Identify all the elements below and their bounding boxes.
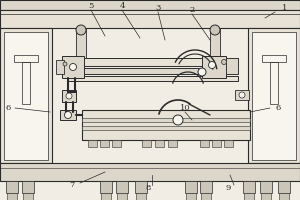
Circle shape (63, 62, 67, 66)
Bar (248, 28, 300, 163)
Bar (7, 193, 17, 200)
Bar (136, 193, 146, 200)
Circle shape (64, 112, 71, 118)
Bar (202, 56, 226, 78)
Bar (155, 140, 164, 147)
Text: 8: 8 (145, 184, 151, 192)
Bar (200, 140, 209, 147)
Circle shape (208, 62, 215, 68)
Circle shape (76, 25, 86, 35)
Bar (244, 193, 254, 200)
Bar (278, 181, 290, 193)
Bar (0, 0, 300, 10)
Text: 3: 3 (155, 4, 161, 12)
Circle shape (239, 92, 245, 98)
Bar (76, 28, 86, 58)
Bar (252, 32, 296, 160)
Bar (135, 181, 147, 193)
Bar (224, 140, 233, 147)
Circle shape (198, 68, 206, 76)
Text: 1: 1 (282, 4, 288, 12)
Bar (117, 193, 127, 200)
Bar (60, 110, 76, 120)
Text: 7: 7 (69, 181, 75, 189)
Bar (210, 28, 220, 58)
Bar (235, 90, 249, 100)
Bar (0, 10, 300, 28)
Bar (212, 140, 221, 147)
Bar (0, 163, 300, 181)
Text: 2: 2 (189, 6, 195, 14)
Bar (22, 62, 30, 104)
Text: 6: 6 (5, 104, 10, 112)
Bar (226, 58, 238, 74)
Bar (101, 193, 111, 200)
Bar (0, 28, 52, 163)
Bar (62, 56, 84, 78)
Bar (68, 68, 238, 74)
Bar (56, 60, 64, 74)
Text: 5: 5 (88, 2, 94, 10)
Bar (116, 181, 128, 193)
Circle shape (66, 93, 72, 99)
Bar (168, 140, 177, 147)
Bar (68, 76, 238, 81)
Bar (243, 181, 255, 193)
Bar (185, 181, 197, 193)
Bar (82, 110, 250, 140)
Circle shape (210, 25, 220, 35)
Bar (261, 193, 271, 200)
Bar (142, 140, 151, 147)
Bar (201, 193, 211, 200)
Bar (270, 62, 278, 104)
Text: 10: 10 (180, 104, 190, 112)
Bar (14, 55, 38, 62)
Bar (262, 55, 286, 62)
Bar (82, 118, 250, 122)
Text: 4: 4 (119, 2, 125, 10)
Bar (260, 181, 272, 193)
Bar (200, 181, 212, 193)
Bar (88, 140, 97, 147)
Bar (6, 181, 18, 193)
Text: 9: 9 (225, 184, 231, 192)
Text: 6: 6 (275, 104, 281, 112)
Bar (23, 193, 33, 200)
Bar (68, 58, 238, 66)
Bar (100, 140, 109, 147)
Bar (112, 140, 121, 147)
Bar (100, 181, 112, 193)
Bar (22, 181, 34, 193)
Bar (279, 193, 289, 200)
Bar (62, 90, 76, 102)
Bar (4, 32, 48, 160)
Bar (186, 193, 196, 200)
Bar (82, 126, 250, 130)
Circle shape (173, 115, 183, 125)
Circle shape (221, 60, 226, 64)
Circle shape (70, 64, 76, 71)
